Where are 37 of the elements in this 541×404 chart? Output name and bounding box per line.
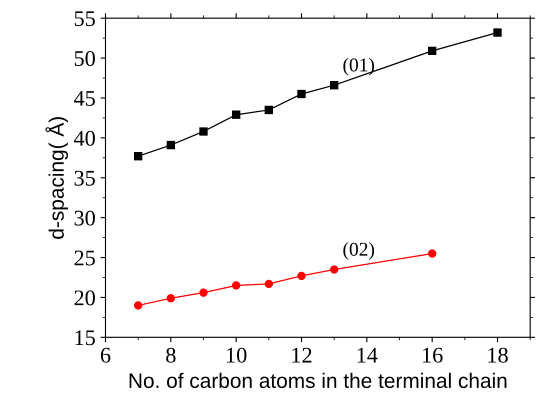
point bbox=[330, 81, 338, 90]
y-tick-label: 25 bbox=[74, 250, 95, 266]
point bbox=[199, 127, 208, 136]
y-tick-label: 55 bbox=[74, 11, 95, 26]
point bbox=[134, 152, 142, 160]
point bbox=[297, 272, 306, 280]
point bbox=[166, 140, 175, 150]
point bbox=[166, 294, 175, 302]
point bbox=[232, 281, 240, 290]
x-tick-label: 8 bbox=[166, 348, 176, 363]
x-tick-label: 12 bbox=[292, 348, 312, 362]
point bbox=[264, 280, 273, 288]
x-tick-label: 16 bbox=[423, 348, 443, 363]
y-tick-label: 30 bbox=[74, 210, 95, 226]
point bbox=[428, 249, 436, 258]
y-axis-title: d-spacing( Å) bbox=[45, 117, 68, 239]
series-label: (01) bbox=[343, 58, 374, 76]
x-tick-label: 14 bbox=[358, 348, 378, 362]
point bbox=[232, 110, 240, 119]
y-tick-label: 40 bbox=[74, 130, 95, 146]
point bbox=[428, 46, 436, 56]
point bbox=[330, 265, 338, 274]
y-tick-label: 35 bbox=[74, 170, 95, 186]
x-axis-title: No. of carbon atoms in the terminal chain bbox=[130, 372, 506, 388]
point bbox=[199, 288, 208, 297]
point bbox=[297, 90, 306, 98]
x-tick-label: 18 bbox=[488, 348, 508, 363]
point bbox=[264, 106, 273, 114]
x-tick-label: 10 bbox=[227, 348, 246, 363]
y-tick-label: 20 bbox=[74, 290, 95, 306]
y-tick-label: 45 bbox=[74, 91, 95, 106]
point bbox=[493, 28, 502, 37]
y-tick-label: 15 bbox=[76, 330, 95, 346]
x-tick-label: 6 bbox=[100, 348, 110, 363]
series-label: (02) bbox=[343, 242, 374, 260]
point bbox=[134, 301, 142, 310]
y-tick-label: 50 bbox=[74, 51, 95, 66]
